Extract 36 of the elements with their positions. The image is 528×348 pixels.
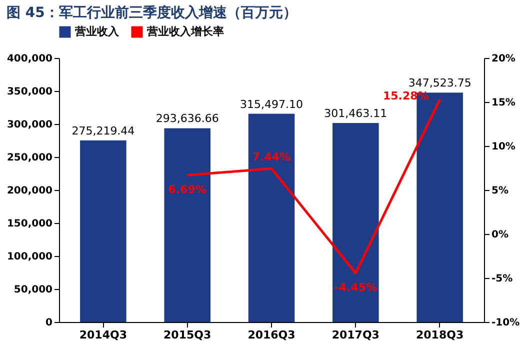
y-tick-label: 300,000 <box>6 120 53 130</box>
data-label: -4.45% <box>334 281 378 294</box>
y-tick-label: 0 <box>46 318 53 328</box>
chart-title: 图 45：军工行业前三季度收入增速（百万元） <box>6 4 297 21</box>
y2-tick-label: -10% <box>492 318 520 328</box>
data-label: 293,636.66 <box>156 112 219 126</box>
y2-tick-label: -5% <box>492 274 513 284</box>
y-tick-label: 50,000 <box>14 284 53 296</box>
y2-tick-label: 15% <box>492 98 516 108</box>
data-label: 315,497.10 <box>240 98 303 111</box>
data-label: 6.69% <box>168 183 206 196</box>
legend-label: 营业收入 <box>74 25 120 38</box>
data-label: 347,523.75 <box>408 76 472 90</box>
y-tick-label: 200,000 <box>6 186 53 196</box>
data-label: 275,219.44 <box>72 124 135 138</box>
x-tick-label: 2018Q3 <box>416 328 464 342</box>
y-tick-label: 100,000 <box>6 252 53 262</box>
y-tick-label: 150,000 <box>6 218 53 230</box>
bar <box>80 140 126 322</box>
y2-tick-label: 0% <box>492 230 508 240</box>
y2-tick-label: 5% <box>492 186 508 196</box>
x-tick-label: 2017Q3 <box>332 328 380 342</box>
legend-label: 营业收入增长率 <box>146 25 224 38</box>
bar <box>164 128 210 322</box>
bar <box>332 123 379 322</box>
x-tick-label: 2016Q3 <box>248 328 296 342</box>
y-tick-label: 350,000 <box>6 86 53 98</box>
y2-tick-label: 10% <box>492 142 516 152</box>
y2-tick-label: 20% <box>492 54 516 64</box>
data-label: 7.44% <box>252 150 291 164</box>
x-tick-label: 2014Q3 <box>79 328 127 342</box>
bar <box>248 114 295 322</box>
x-tick-label: 2015Q3 <box>164 328 212 342</box>
y-tick-label: 400,000 <box>6 54 53 64</box>
data-label: 301,463.11 <box>324 107 388 120</box>
y-tick-label: 250,000 <box>6 152 53 164</box>
